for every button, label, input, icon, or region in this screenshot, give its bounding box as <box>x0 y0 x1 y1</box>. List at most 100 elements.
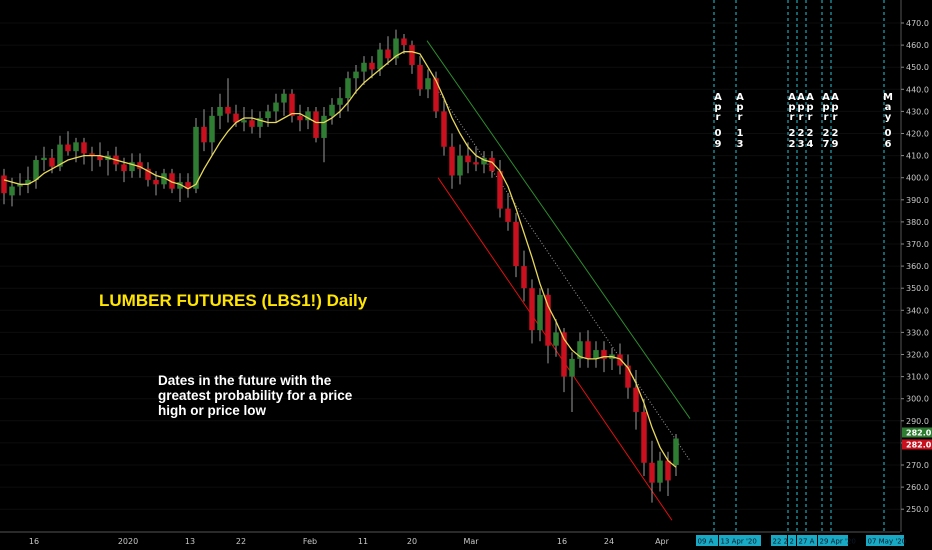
candle-down <box>49 157 55 167</box>
candle-up <box>129 162 135 172</box>
candle-up <box>345 78 351 99</box>
forecast-date-tag <box>866 535 904 546</box>
forecast-date-char: A <box>736 92 744 103</box>
candle-down <box>665 460 671 481</box>
candle-up <box>281 93 287 103</box>
candle-up <box>321 115 327 138</box>
forecast-date-tag-label: 09 A <box>698 538 714 546</box>
candle-up <box>537 294 543 331</box>
forecast-date-tags: 09 A 13 Apr '20 22 2: 2 27 A 29 Apr '20 07 May… <box>696 535 906 546</box>
candle-down <box>409 45 415 65</box>
candle-down <box>233 113 239 123</box>
time-tick-label: 24 <box>604 537 614 546</box>
price-tick-label: 290.0 <box>906 417 929 426</box>
price-tick-label: 380.0 <box>906 218 929 227</box>
forecast-date-char: 2 <box>832 128 839 139</box>
trend-channels <box>426 40 691 521</box>
forecast-date-char: p <box>736 102 743 113</box>
candle-up <box>9 186 15 196</box>
candle-down <box>313 111 319 138</box>
candle-down <box>153 179 159 185</box>
last-price-badge-up <box>902 427 932 438</box>
price-axis-bg <box>900 0 932 550</box>
forecast-date-char: r <box>808 112 813 123</box>
grid-lines <box>0 22 900 510</box>
forecast-date-char: A <box>788 92 796 103</box>
candle-down <box>513 221 519 267</box>
candle-up <box>329 104 335 116</box>
candle-up <box>265 111 271 119</box>
candle-down <box>145 168 151 180</box>
candle-down <box>585 341 591 359</box>
forecast-date-char: r <box>716 112 721 123</box>
candle-up <box>209 115 215 143</box>
forecast-date-char: M <box>883 92 893 103</box>
forecast-date-char: 7 <box>823 139 830 150</box>
forecast-date-char: r <box>799 112 804 123</box>
price-tick-label: 430.0 <box>906 107 929 116</box>
forecast-date-char: A <box>831 92 839 103</box>
candle-down <box>433 78 439 112</box>
moving-average <box>3 51 677 468</box>
candle-down <box>649 462 655 483</box>
candle-down <box>185 182 191 189</box>
candle-up <box>553 332 559 346</box>
candle-down <box>297 115 303 121</box>
candle-up <box>569 358 575 377</box>
candle-up <box>457 155 463 176</box>
price-tick-label: 260.0 <box>906 483 929 492</box>
candle-down <box>249 120 255 127</box>
lower-channel-line <box>437 177 673 521</box>
candle-up <box>305 111 311 121</box>
forecast-date-char: 2 <box>823 128 830 139</box>
candle-up <box>481 157 487 165</box>
forecast-date-char: 9 <box>832 139 839 150</box>
forecast-date-char: 3 <box>798 139 805 150</box>
candle-up <box>41 157 47 161</box>
forecast-date-char: 0 <box>885 128 892 139</box>
candle-up <box>657 460 663 483</box>
candle-down <box>561 332 567 377</box>
forecast-date-tag-label: 07 May '20 <box>868 538 907 546</box>
time-tick-label: 11 <box>358 537 368 546</box>
candle-up <box>217 106 223 116</box>
forecast-date-tag-label: 29 Apr '20 <box>820 538 856 546</box>
candle-down <box>545 294 551 346</box>
candle-down <box>97 155 103 161</box>
candle-up <box>593 350 599 359</box>
forecast-date-char: A <box>714 92 722 103</box>
forecast-date-char: 4 <box>807 139 814 150</box>
price-axis: 470.0 460.0 450.0 440.0 430.0 420.0 410.0 400.0… <box>900 0 932 550</box>
forecast-date-char: 0 <box>715 128 722 139</box>
candle-up <box>673 438 679 465</box>
forecast-date-tag-label: 13 Apr '20 <box>721 538 757 546</box>
forecast-date-char: A <box>822 92 830 103</box>
time-tick-label: Apr <box>655 537 670 546</box>
forecast-date-tag-label: 27 A <box>799 538 815 546</box>
candle-down <box>289 93 295 116</box>
candle-down <box>81 142 87 154</box>
price-tick-label: 360.0 <box>906 262 929 271</box>
price-tick-label: 300.0 <box>906 395 929 404</box>
candle-up <box>273 102 279 112</box>
candle-down <box>89 153 95 156</box>
candle-down <box>601 350 607 359</box>
forecast-date-char: y <box>885 112 892 123</box>
last-price-label: 282.0 <box>906 428 932 437</box>
upper-channel-line <box>426 40 691 419</box>
candle-up <box>57 144 63 167</box>
forecast-date-tag <box>696 535 718 546</box>
price-tick-label: 440.0 <box>906 85 929 94</box>
price-tick-label: 470.0 <box>906 19 929 28</box>
forecast-date-char: 2 <box>789 139 796 150</box>
candle-down <box>521 266 527 289</box>
last-price-label: 282.0 <box>906 440 932 449</box>
annotation-note: Dates in the future with the greatest pr… <box>158 373 353 418</box>
forecast-date-char: A <box>797 92 805 103</box>
forecast-date-char: 2 <box>798 128 805 139</box>
forecast-date-char: r <box>833 112 838 123</box>
candle-down <box>465 155 471 163</box>
candle-down <box>369 62 375 70</box>
forecast-date-char: 3 <box>737 139 744 150</box>
